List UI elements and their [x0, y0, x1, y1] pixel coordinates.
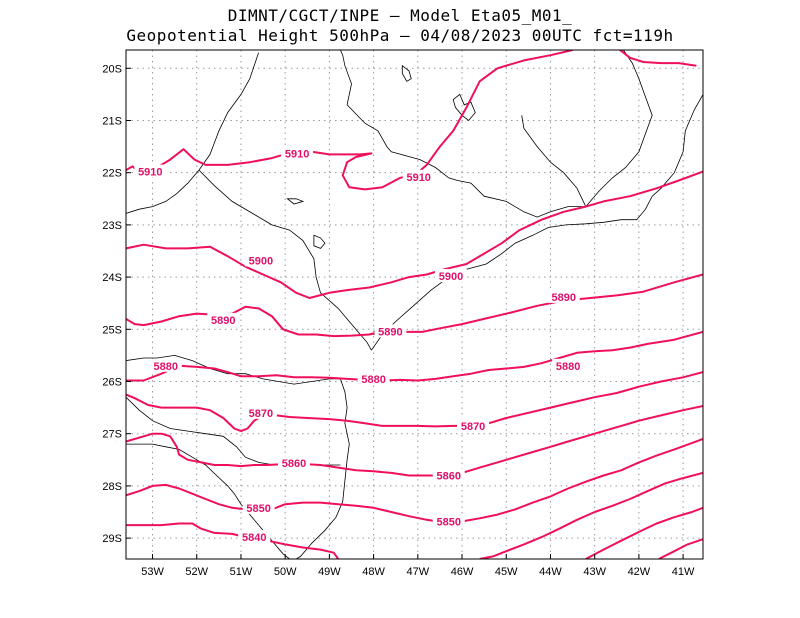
contour-label-bg	[134, 164, 167, 178]
plot-frame	[125, 49, 704, 560]
contour-label-bg	[207, 312, 240, 326]
lat-tick-label: 20S	[102, 63, 122, 75]
lon-tick-label: 52W	[185, 566, 208, 578]
contour-label-bg	[432, 514, 465, 528]
lon-tick-label: 41W	[672, 566, 695, 578]
lon-tick-label: 45W	[495, 566, 518, 578]
axis-layer: 53W 52W 51W 50W 49W 48W 47W 46W 45W 44W 43W 42W 41W 2…	[102, 63, 695, 578]
contour-label-bg	[149, 358, 182, 372]
lake-outline	[286, 198, 305, 205]
lon-tick-label: 48W	[362, 566, 385, 578]
contour-label-bg	[434, 269, 467, 283]
lon-tick-label: 50W	[274, 566, 297, 578]
contour-label-bg	[402, 169, 435, 183]
contour-5860	[126, 405, 703, 477]
lon-tick-label: 42W	[628, 566, 651, 578]
contour-label: 5850	[437, 516, 461, 528]
contour-label: 5890	[378, 326, 402, 338]
lon-tick-label: 47W	[407, 566, 430, 578]
contour-label-bg	[278, 455, 311, 469]
contour-label: 5900	[439, 271, 463, 283]
lat-tick-label: 23S	[102, 220, 122, 232]
contour-5900	[126, 170, 703, 299]
contour-5830	[585, 506, 703, 559]
contour-5880	[126, 330, 703, 382]
title-line-1: DIMNT/CGCT/INPE – Model Eta05_M01_	[227, 6, 573, 25]
lake-outline	[401, 64, 412, 82]
contour-label: 5910	[285, 148, 309, 160]
contour-label-bg	[457, 418, 490, 432]
contour-label-bg	[357, 371, 390, 385]
contour-label: 5870	[461, 421, 485, 433]
coastline-segment	[371, 94, 703, 351]
lon-tick-label: 46W	[451, 566, 474, 578]
lat-tick-label: 24S	[102, 272, 122, 284]
contour-label: 5910	[406, 172, 430, 184]
coastline-segment	[340, 50, 586, 218]
contour-label: 5870	[249, 408, 273, 420]
lat-tick-label: 25S	[102, 324, 122, 336]
lon-tick-label: 51W	[230, 566, 253, 578]
coastline-segment	[198, 169, 372, 351]
contour-label: 5840	[242, 532, 266, 544]
graticule	[126, 50, 703, 559]
lon-tick-label: 43W	[583, 566, 606, 578]
contour-5910	[618, 50, 697, 67]
contour-label: 5850	[246, 503, 270, 515]
lon-tick-label: 44W	[539, 566, 562, 578]
contour-5840	[126, 522, 340, 559]
contour-label-bg	[242, 500, 275, 514]
contour-5820	[658, 538, 703, 559]
lon-tick-label: 53W	[141, 566, 164, 578]
contour-label: 5890	[551, 292, 575, 304]
coastline-segment	[295, 378, 350, 559]
contour-label: 5860	[282, 458, 306, 470]
contour-5910	[126, 50, 573, 191]
contour-label-bg	[238, 530, 271, 544]
contour-label-bg	[244, 405, 277, 419]
lat-tick-label: 22S	[102, 168, 122, 180]
lat-tick-label: 27S	[102, 429, 122, 441]
contour-label: 5880	[361, 374, 385, 386]
contour-label-bg	[432, 468, 465, 482]
coastline-segment	[521, 115, 587, 207]
lat-tick-label: 21S	[102, 115, 122, 127]
title-line-2: Geopotential Height 500hPa – 04/08/2023 …	[126, 26, 674, 45]
contour-label-bg	[281, 146, 314, 160]
lon-tick-label: 49W	[318, 566, 341, 578]
contour-layer	[126, 50, 703, 559]
contour-label: 5910	[138, 167, 162, 179]
contour-label-bg	[547, 289, 580, 303]
lake-outline	[313, 234, 326, 249]
lat-tick-label: 26S	[102, 377, 122, 389]
lat-tick-label: 28S	[102, 481, 122, 493]
contour-label-layer: 5910 5910 5910 5900 5900 5890 5890 5890 5880 5880…	[134, 146, 585, 544]
contour-label: 5900	[249, 255, 273, 267]
contour-label-bg	[374, 324, 407, 338]
contour-label: 5890	[211, 315, 235, 327]
lat-tick-label: 29S	[102, 533, 122, 545]
contour-5870	[126, 371, 703, 433]
contour-label: 5860	[437, 470, 461, 482]
lake-outline	[452, 93, 476, 122]
contour-5850	[126, 437, 703, 524]
contour-label-bg	[244, 253, 277, 267]
contour-label-bg	[552, 358, 585, 372]
coastline-segment	[126, 354, 343, 385]
coastline-segment	[585, 50, 653, 207]
contour-label: 5880	[154, 361, 178, 373]
contour-label: 5880	[556, 361, 580, 373]
coastline-layer	[126, 50, 703, 559]
contour-5840	[479, 471, 703, 559]
